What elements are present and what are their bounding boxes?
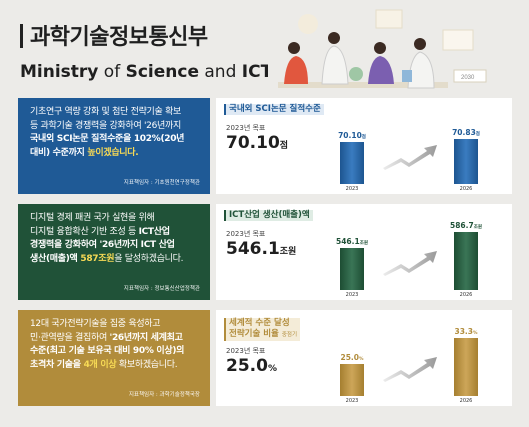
tech-target-number: 25.0 xyxy=(226,356,268,376)
ict-desc-line4b: 587조원 xyxy=(80,253,115,264)
ict-desc-line3: 경쟁력을 강화하여 '26년까지 ICT 산업 xyxy=(30,240,175,251)
tech-desc-line2a: 민·관역량을 결집하여 xyxy=(30,332,110,343)
tech-desc-line2b: '26년까지 세계최고 xyxy=(109,332,183,343)
ict-bar-value-unit: 조원 xyxy=(359,241,369,246)
tech-description-panel: 12대 국가전략기술을 집중 육성하고 민·관역량을 결집하여 '26년까지 세… xyxy=(18,310,210,406)
ict-description: 디지털 경제 패권 국가 실현을 위해 디지털 융합확산 기반 조성 등 ICT… xyxy=(30,212,198,266)
card-sci-papers: 기초연구 역량 강화 및 첨단 전략기술 확보 등 과학기술 경쟁력을 강화하여… xyxy=(18,98,512,194)
ict-bar-2023 xyxy=(340,248,364,290)
tech-bar-value-unit: % xyxy=(473,331,478,336)
sci-bar-value-unit: 점 xyxy=(475,132,480,137)
tech-target-value: 25.0% xyxy=(226,356,277,376)
sci-bar-value-unit: 점 xyxy=(361,135,366,140)
sci-bar-2026 xyxy=(454,139,478,184)
ict-bar-value-2023: 546.1조원 xyxy=(336,237,368,246)
ict-bar-value-2026: 586.7조원 xyxy=(450,221,482,230)
ict-metric-tag: ICT산업 생산(매출)액 xyxy=(224,210,313,221)
sci-metric-tag: 국내외 SCI논문 질적수준 xyxy=(224,104,324,115)
sci-bar-year-2023: 2023 xyxy=(345,186,359,192)
page-subtitle: Ministry of Science and ICT xyxy=(20,62,272,82)
sci-bar-value-2026: 70.83점 xyxy=(452,128,480,137)
ict-metric-panel: ICT산업 생산(매출)액 2023년 목표 546.1조원 546.1조원 20… xyxy=(216,204,512,300)
card-strategic-tech: 12대 국가전략기술을 집중 육성하고 민·관역량을 결집하여 '26년까지 세… xyxy=(18,310,512,406)
tech-bar-year-2023: 2023 xyxy=(345,398,359,404)
ict-target-label: 2023년 목표 xyxy=(226,230,266,238)
page-header: 과학기술정보통신부 Ministry of Science and ICT 20… xyxy=(0,0,529,96)
card-ict-revenue: 디지털 경제 패권 국가 실현을 위해 디지털 융합확산 기반 조성 등 ICT… xyxy=(18,204,512,300)
sci-desc-line4a: 대비) 수준까지 xyxy=(30,147,88,158)
scientists-illustration: 2030 xyxy=(268,4,508,96)
tech-desc-line4b: 4개 이상 xyxy=(83,359,117,370)
tech-bar-value-2026: 33.3% xyxy=(454,327,477,336)
ict-bar-year-2026: 2026 xyxy=(459,292,473,298)
tech-target-unit: % xyxy=(267,364,277,374)
ict-source: 지표책임자 : 정보통신산업정책관 xyxy=(123,286,200,292)
tech-desc-line2: 민·관역량을 결집하여 '26년까지 세계최고 xyxy=(30,332,198,346)
trend-arrow-icon xyxy=(383,145,437,170)
ict-target-value: 546.1조원 xyxy=(226,239,296,259)
ict-bar-year-2023: 2023 xyxy=(345,292,359,298)
ict-target-number: 546.1 xyxy=(226,239,280,259)
sci-desc-line2: 등 과학기술 경쟁력을 강화하여 '26년까지 xyxy=(30,120,181,131)
ict-bar-value-unit: 조원 xyxy=(473,225,483,230)
ict-desc-line2: 디지털 융합확산 기반 조성 등 ICT산업 xyxy=(30,226,198,240)
tech-bar-value-unit: % xyxy=(359,357,364,362)
sci-desc-line4b: 높이겠습니다. xyxy=(87,147,139,158)
ict-bar-value-number: 546.1 xyxy=(335,237,360,246)
ict-bar-2026 xyxy=(454,232,478,290)
tech-bar-2026 xyxy=(454,338,478,396)
sci-desc-line3: 국내외 SCI논문 질적수준을 102%(20년 xyxy=(30,134,185,145)
tech-bar-2023 xyxy=(340,364,364,396)
ict-desc-line4c: 을 달성하겠습니다. xyxy=(114,253,184,264)
ict-desc-line1: 디지털 경제 패권 국가 실현을 위해 xyxy=(30,213,155,223)
tech-desc-line1: 12대 국가전략기술을 집중 육성하고 xyxy=(30,319,161,329)
sci-bar-value-number: 70.10 xyxy=(338,131,362,140)
trend-arrow-icon xyxy=(383,251,437,276)
sci-description: 기초연구 역량 강화 및 첨단 전략기술 확보 등 과학기술 경쟁력을 강화하여… xyxy=(30,106,198,160)
ict-desc-line2a: 디지털 융합확산 기반 조성 등 xyxy=(30,226,139,237)
sci-metric-panel: 국내외 SCI논문 질적수준 2023년 목표 70.10점 70.10점 202… xyxy=(216,98,512,194)
sci-desc-line1: 기초연구 역량 강화 및 첨단 전략기술 확보 xyxy=(30,107,182,117)
ict-desc-line4a: 생산(매출)액 xyxy=(30,253,81,264)
sci-bar-value-2023: 70.10점 xyxy=(338,131,366,140)
ict-target-unit: 조원 xyxy=(279,247,297,257)
sci-target-number: 70.10 xyxy=(226,133,280,153)
tech-description: 12대 국가전략기술을 집중 육성하고 민·관역량을 결집하여 '26년까지 세… xyxy=(30,318,198,372)
ict-desc-line2b: ICT산업 xyxy=(138,226,170,237)
tech-metric-tag: 세계적 수준 달성 전략기술 비율 중점기 xyxy=(224,318,301,341)
tech-desc-line3: 수준(최고 기술 보유국 대비 90% 이상)의 xyxy=(30,346,185,357)
page-title: 과학기술정보통신부 xyxy=(30,25,208,50)
tech-desc-line4c: 확보하겠습니다. xyxy=(116,359,178,370)
trend-arrow-icon xyxy=(383,357,437,382)
page-subtitle-text: Ministry of Science and ICT xyxy=(20,62,273,82)
tech-bar-value-number: 33.3 xyxy=(454,327,473,336)
sci-source: 지표책임자 : 기초원천연구정책관 xyxy=(123,180,200,186)
svg-text:2030: 2030 xyxy=(461,75,475,81)
sci-bar-year-2026: 2026 xyxy=(459,186,473,192)
tech-bar-year-2026: 2026 xyxy=(459,398,473,404)
tech-desc-line4a: 초격차 기술을 xyxy=(30,359,84,370)
ict-desc-line4: 생산(매출)액 587조원을 달성하겠습니다. xyxy=(30,253,198,267)
tech-metric-panel: 세계적 수준 달성 전략기술 비율 중점기 2023년 목표 25.0% 25.… xyxy=(216,310,512,406)
sci-desc-line4: 대비) 수준까지 높이겠습니다. xyxy=(30,147,198,161)
sci-description-panel: 기초연구 역량 강화 및 첨단 전략기술 확보 등 과학기술 경쟁력을 강화하여… xyxy=(18,98,210,194)
ict-description-panel: 디지털 경제 패권 국가 실현을 위해 디지털 융합확산 기반 조성 등 ICT… xyxy=(18,204,210,300)
sci-target-value: 70.10점 xyxy=(226,133,288,153)
tech-desc-line4: 초격차 기술을 4개 이상 확보하겠습니다. xyxy=(30,359,198,373)
sci-bar-value-number: 70.83 xyxy=(452,128,476,137)
ict-bar-value-number: 586.7 xyxy=(449,221,474,230)
tech-source: 지표책임자 : 과학기술정책국장 xyxy=(128,392,200,398)
tech-metric-tag-line2: 전략기술 비율 xyxy=(229,329,279,339)
tech-metric-tag-line1: 세계적 수준 달성 xyxy=(229,318,290,328)
title-accent-bar xyxy=(20,24,23,48)
sci-target-label: 2023년 목표 xyxy=(226,124,266,132)
sci-bar-2023 xyxy=(340,142,364,184)
tech-metric-tag-note: 중점기 xyxy=(281,332,298,338)
tech-bar-value-number: 25.0 xyxy=(340,353,359,362)
tech-target-label: 2023년 목표 xyxy=(226,347,266,355)
tech-bar-value-2023: 25.0% xyxy=(340,353,363,362)
sci-target-unit: 점 xyxy=(279,141,289,151)
